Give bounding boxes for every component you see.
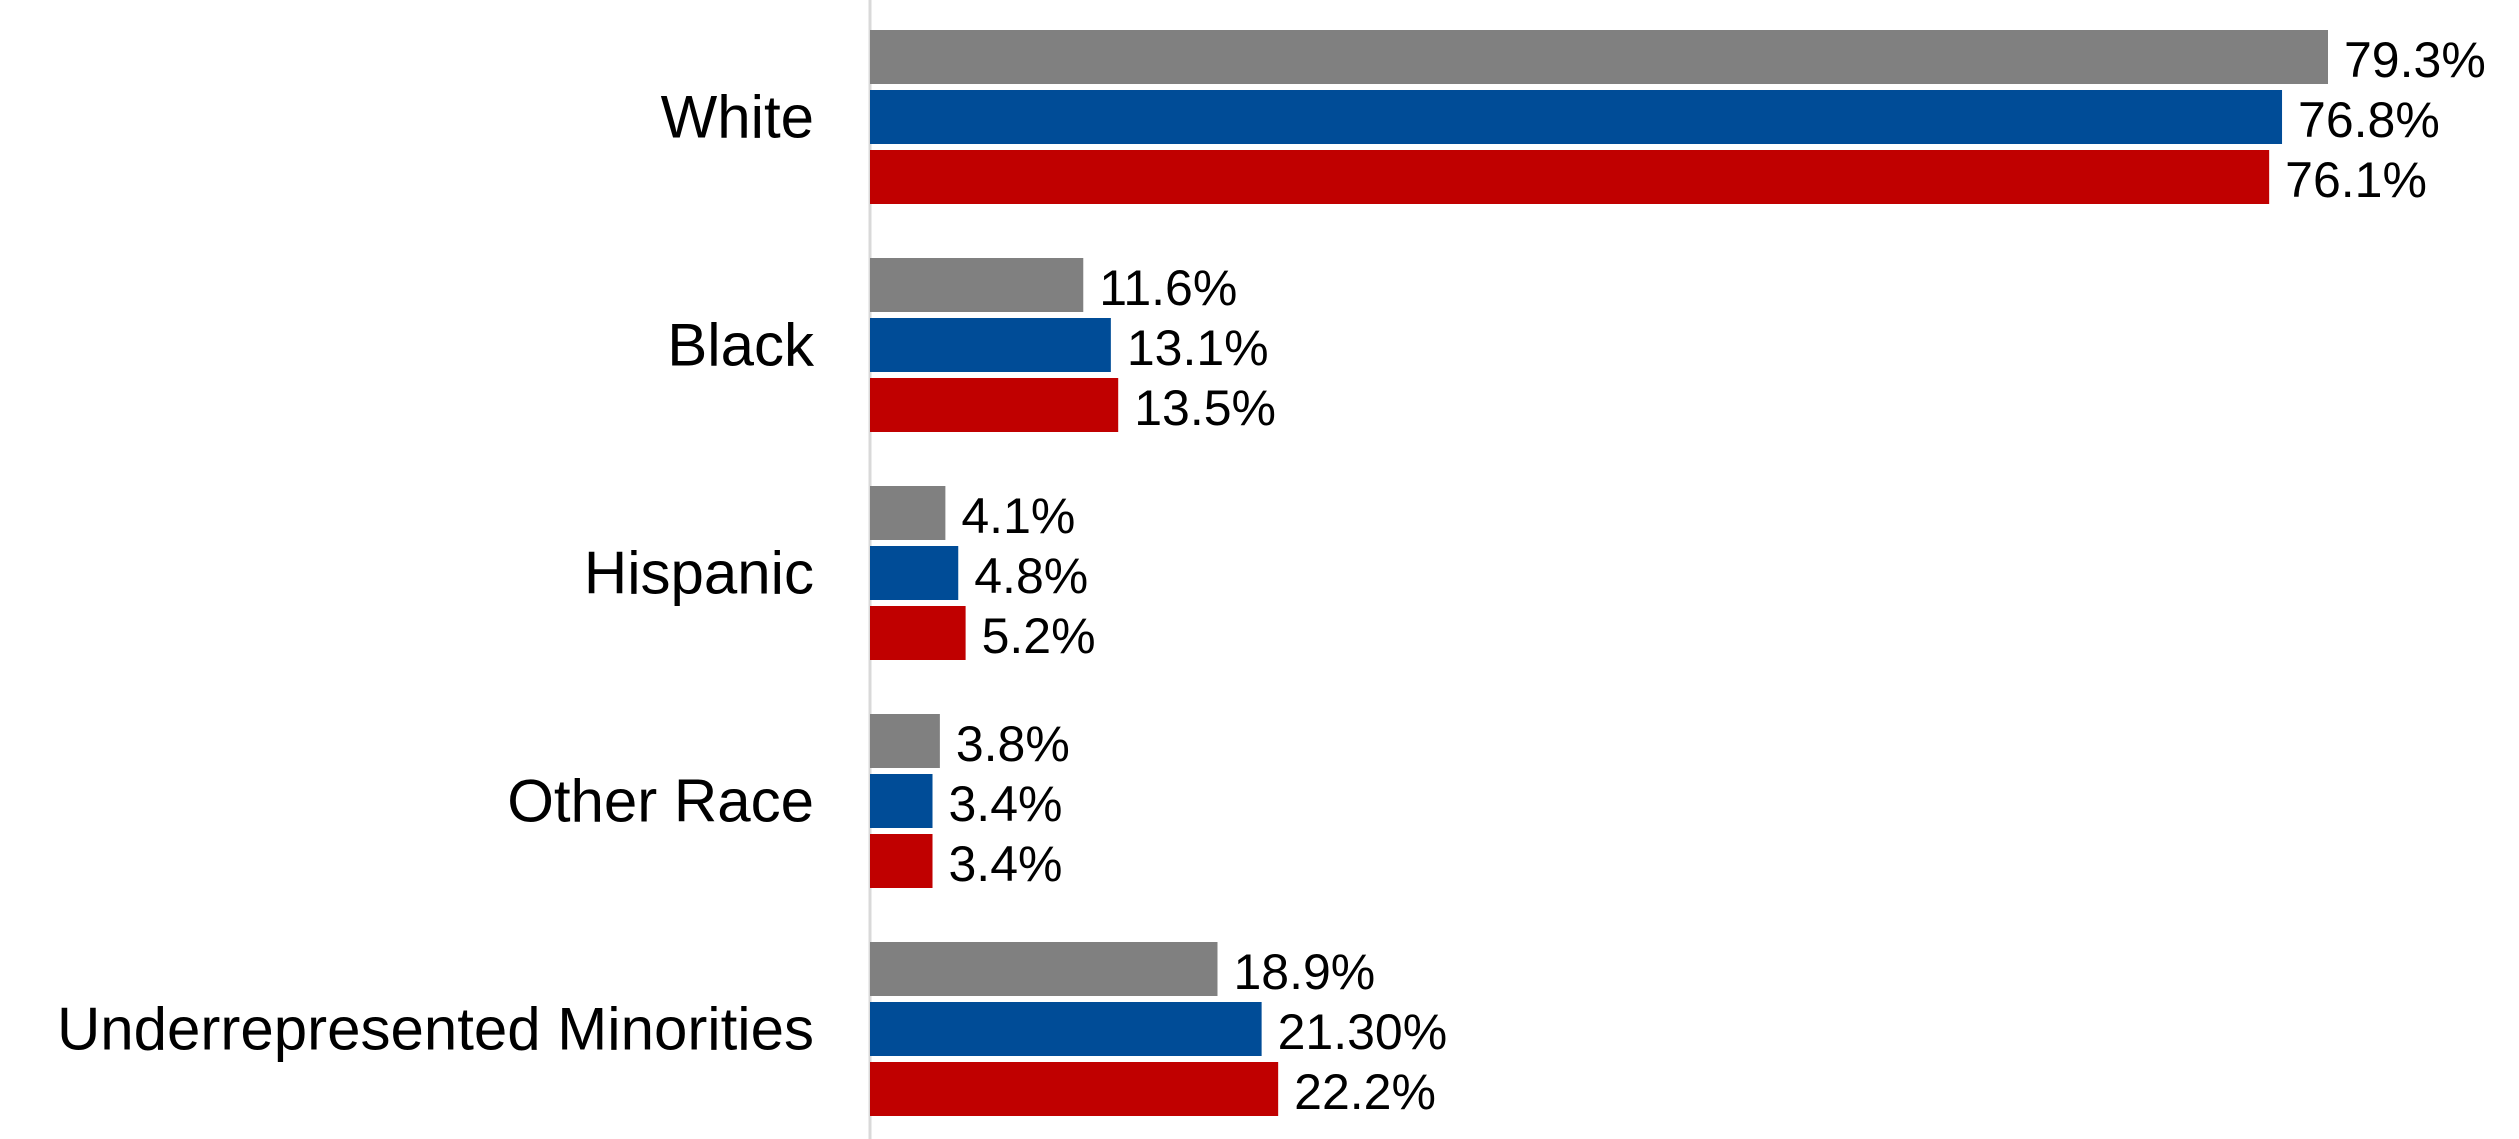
bar-black-series-3 [870, 378, 1119, 432]
bar-white-series-1 [870, 30, 2328, 84]
value-label-other-race-series-3: 3.4% [949, 836, 1063, 892]
value-label-black-series-3: 13.5% [1134, 380, 1276, 436]
value-label-other-race-series-1: 3.8% [956, 716, 1070, 772]
bar-other-race-series-3 [870, 834, 933, 888]
category-label-hispanic: Hispanic [584, 540, 814, 607]
value-label-black-series-1: 11.6% [1099, 260, 1237, 316]
bar-white-series-3 [870, 150, 2270, 204]
bar-hispanic-series-2 [870, 546, 959, 600]
bar-black-series-1 [870, 258, 1084, 312]
bar-other-race-series-2 [870, 774, 933, 828]
bar-underrepresented-minorities-series-2 [870, 1002, 1262, 1056]
bar-black-series-2 [870, 318, 1111, 372]
category-label-other-race: Other Race [507, 768, 814, 835]
value-label-black-series-2: 13.1% [1127, 320, 1269, 376]
bar-underrepresented-minorities-series-3 [870, 1062, 1279, 1116]
bar-hispanic-series-1 [870, 486, 946, 540]
value-label-underrepresented-minorities-series-1: 18.9% [1233, 944, 1375, 1000]
value-label-underrepresented-minorities-series-2: 21.30% [1278, 1004, 1448, 1060]
value-label-underrepresented-minorities-series-3: 22.2% [1294, 1064, 1436, 1120]
category-label-underrepresented-minorities: Underrepresented Minorities [57, 996, 814, 1063]
category-label-white: White [661, 84, 814, 151]
value-label-hispanic-series-3: 5.2% [982, 608, 1096, 664]
value-label-hispanic-series-2: 4.8% [974, 548, 1088, 604]
category-labels: White Black Hispanic Other Race Underreprese… [57, 84, 815, 1063]
bars-group [870, 30, 2328, 1116]
bar-underrepresented-minorities-series-1 [870, 942, 1218, 996]
value-label-white-series-1: 79.3% [2344, 32, 2486, 88]
bar-white-series-2 [870, 90, 2283, 144]
category-label-black: Black [667, 312, 815, 379]
bar-hispanic-series-3 [870, 606, 966, 660]
value-label-other-race-series-2: 3.4% [949, 776, 1063, 832]
value-label-hispanic-series-1: 4.1% [961, 488, 1075, 544]
value-label-white-series-2: 76.8% [2298, 92, 2440, 148]
value-label-white-series-3: 76.1% [2285, 152, 2427, 208]
value-labels: 79.3%76.8%76.1% 11.6%13.1%13.5% 4.1%4.8%5.… [949, 32, 2486, 1120]
bar-other-race-series-1 [870, 714, 940, 768]
